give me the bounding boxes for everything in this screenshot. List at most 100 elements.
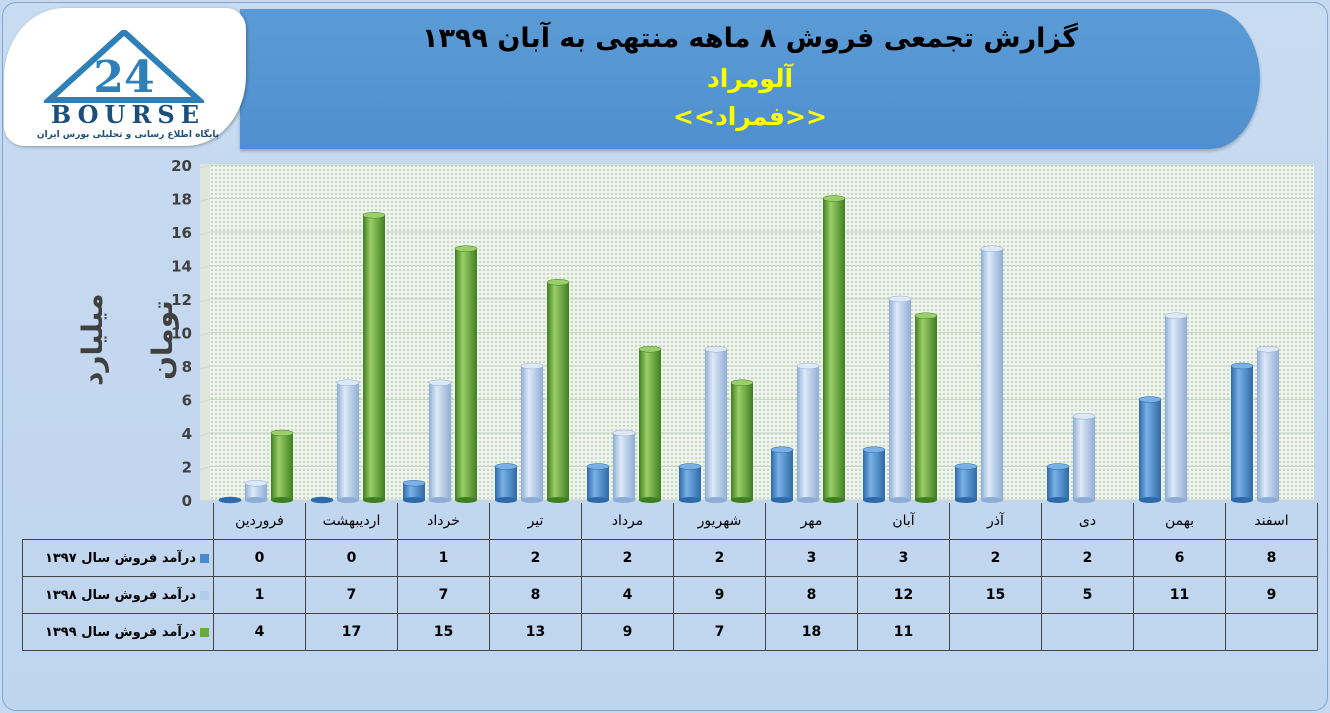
- bar-base-1-7: [889, 497, 911, 503]
- data-cell: [949, 613, 1042, 651]
- bar-2-4: [639, 349, 661, 500]
- x-category-label: شهریور: [673, 503, 766, 540]
- bar-base-2-0: [271, 497, 293, 503]
- series-label: درآمد فروش سال ۱۳۹۷: [22, 539, 214, 577]
- logo-number: 24: [93, 52, 154, 103]
- data-cell: 9: [673, 576, 766, 614]
- bar-base-1-9: [1073, 497, 1095, 503]
- bar-cap-1-11: [1256, 345, 1280, 353]
- y-tick-label: 16: [171, 224, 192, 242]
- y-tick-label: 0: [182, 492, 192, 510]
- bar-0-7: [863, 449, 885, 500]
- bar-cap-2-4: [638, 345, 662, 353]
- legend-key-icon: [200, 553, 209, 563]
- bar-0-9: [1047, 466, 1069, 500]
- data-cell: 17: [305, 613, 398, 651]
- bar-cap-2-6: [822, 195, 846, 202]
- bar-cap-2-1: [362, 211, 386, 219]
- bar-base-0-2: [403, 497, 425, 503]
- data-cell: 15: [397, 613, 490, 651]
- bar-2-5: [731, 382, 753, 500]
- data-cell: 8: [765, 576, 858, 614]
- gridline-side: [199, 164, 211, 169]
- bar-cap-0-11: [1230, 362, 1254, 370]
- bar-cap-0-7: [862, 446, 886, 454]
- bar-cap-1-4: [612, 429, 636, 437]
- gridline-side: [199, 332, 211, 336]
- bar-cap-0-3: [494, 463, 518, 470]
- gridline-side: [199, 198, 211, 202]
- bar-1-1: [337, 382, 359, 500]
- bar-1-0: [245, 483, 267, 500]
- bar-base-1-10: [1165, 497, 1187, 503]
- bar-cap-1-9: [1072, 412, 1096, 420]
- series-name: درآمد فروش سال ۱۳۹۸: [44, 587, 196, 603]
- bar-cap-1-10: [1164, 312, 1188, 320]
- bar-cap-2-7: [914, 312, 938, 320]
- data-cell: 4: [213, 613, 306, 651]
- bar-0-8: [955, 466, 977, 500]
- x-category-label: تیر: [489, 503, 582, 540]
- x-category-label: خرداد: [397, 503, 490, 540]
- gridline-side: [199, 231, 211, 236]
- y-tick-label: 4: [182, 425, 192, 443]
- x-category-label: مرداد: [581, 503, 674, 540]
- y-tick-label: 20: [171, 157, 192, 175]
- data-cell: 12: [857, 576, 950, 614]
- x-category-label: اسفند: [1225, 503, 1318, 540]
- table-row: درآمد فروش سال ۱۳۹۹ 4 17 15 13 9 7 18 11: [22, 613, 1318, 651]
- gridline-side: [199, 499, 211, 504]
- bar-1-11: [1257, 349, 1279, 500]
- bar-cap-1-5: [704, 345, 728, 353]
- data-cell: [1225, 613, 1318, 651]
- bar-0-6: [771, 449, 793, 500]
- bar-cap-0-8: [954, 463, 978, 470]
- bar-cap-1-7: [888, 295, 912, 303]
- plot-side-wall: [200, 164, 210, 500]
- data-cell: [1041, 613, 1134, 651]
- bar-0-3: [495, 466, 517, 500]
- x-category-label: دی: [1041, 503, 1134, 540]
- y-tick-label: 6: [182, 392, 192, 410]
- bar-base-0-6: [771, 497, 793, 503]
- data-table: فروردین اردیبهشت خرداد تیر مرداد شهریور مهر آبا…: [22, 503, 1318, 651]
- data-cell: 2: [673, 539, 766, 577]
- data-cell: 2: [489, 539, 582, 577]
- bar-cap-2-5: [730, 379, 754, 387]
- bar-cap-1-0: [244, 479, 268, 487]
- bar-base-0-7: [863, 497, 885, 503]
- bar-0-11: [1231, 366, 1253, 500]
- bar-base-2-1: [363, 497, 385, 503]
- bar-2-6: [823, 198, 845, 500]
- data-cell: 2: [1041, 539, 1134, 577]
- bar-2-0: [271, 433, 293, 500]
- bar-base-1-11: [1257, 497, 1279, 503]
- table-row: درآمد فروش سال ۱۳۹۸ 1 7 7 8 4 9 8 12 15 5 11 9: [22, 576, 1318, 614]
- bar-1-9: [1073, 416, 1095, 500]
- gridline-side: [199, 432, 211, 437]
- table-row: درآمد فروش سال ۱۳۹۷ 0 0 1 2 2 2 3 3 2 2 6 8: [22, 539, 1318, 577]
- bar-base-0-1: [311, 497, 333, 503]
- bar-base-2-6: [823, 497, 845, 503]
- data-cell: 7: [305, 576, 398, 614]
- data-cell: 9: [1225, 576, 1318, 614]
- series-label: درآمد فروش سال ۱۳۹۹: [22, 613, 214, 651]
- data-cell: 5: [1041, 576, 1134, 614]
- bar-1-7: [889, 299, 911, 500]
- series-name: درآمد فروش سال ۱۳۹۹: [44, 624, 196, 640]
- bar-base-0-8: [955, 497, 977, 503]
- bar-0-2: [403, 483, 425, 500]
- logo: 24 BOURSE پایگاه اطلاع رسانی و تحلیلی بو…: [4, 8, 246, 146]
- data-cell: 2: [949, 539, 1042, 577]
- x-category-label: فروردین: [213, 503, 306, 540]
- bar-cap-0-2: [402, 479, 426, 487]
- ticker-symbol: <<فمراد>>: [673, 102, 827, 131]
- data-cell: 18: [765, 613, 858, 651]
- bar-cap-1-3: [520, 362, 544, 370]
- bar-1-3: [521, 366, 543, 500]
- data-cell: 0: [305, 539, 398, 577]
- gridline-side: [199, 265, 211, 269]
- data-cell: 9: [581, 613, 674, 651]
- bar-base-1-3: [521, 497, 543, 503]
- bar-cap-1-1: [336, 379, 360, 387]
